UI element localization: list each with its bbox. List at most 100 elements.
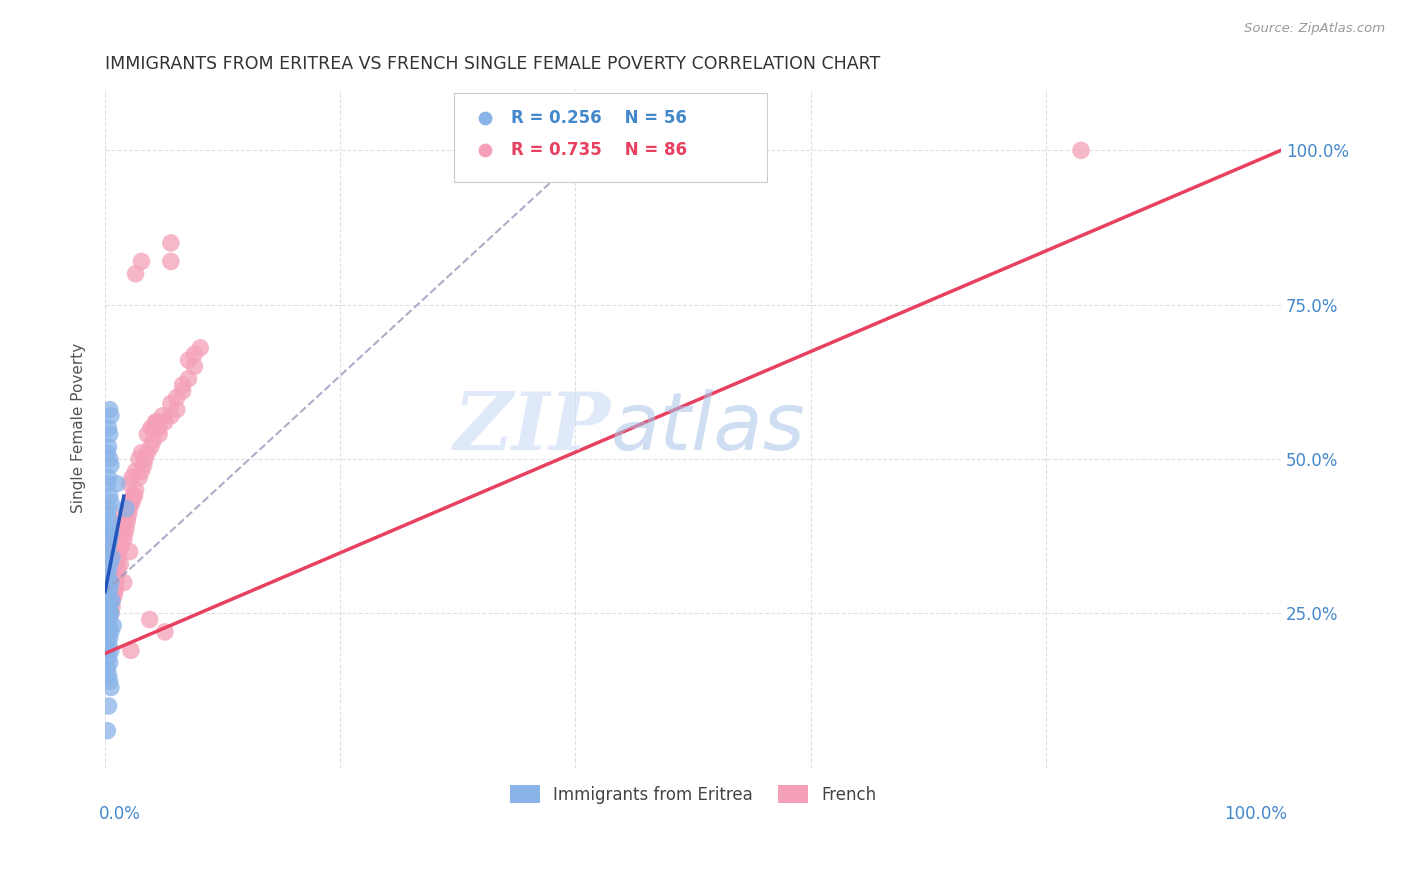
Point	[101, 582, 124, 596]
Point	[98, 582, 121, 596]
Point	[100, 575, 122, 590]
Point	[97, 637, 120, 651]
Point	[100, 624, 122, 639]
Point	[101, 594, 124, 608]
Point	[131, 446, 153, 460]
Point	[118, 476, 141, 491]
Point	[121, 470, 143, 484]
Point	[139, 421, 162, 435]
Point	[96, 508, 118, 522]
Point	[474, 199, 496, 213]
Point	[108, 544, 131, 558]
Point	[96, 526, 118, 541]
Point	[166, 402, 188, 417]
Point	[97, 668, 120, 682]
Point	[128, 452, 150, 467]
Point	[128, 470, 150, 484]
Point	[117, 508, 139, 522]
Point	[103, 533, 125, 547]
Point	[177, 353, 200, 368]
Text: IMMIGRANTS FROM ERITREA VS FRENCH SINGLE FEMALE POVERTY CORRELATION CHART: IMMIGRANTS FROM ERITREA VS FRENCH SINGLE…	[105, 55, 880, 73]
Point	[188, 341, 211, 355]
Point	[100, 607, 122, 621]
Text: Source: ZipAtlas.com: Source: ZipAtlas.com	[1244, 22, 1385, 36]
Point	[111, 514, 134, 528]
Point	[96, 643, 118, 657]
Text: R = 0.735    N = 86: R = 0.735 N = 86	[510, 141, 686, 159]
Point	[118, 501, 141, 516]
Point	[124, 489, 146, 503]
Point	[105, 569, 128, 583]
Point	[110, 520, 132, 534]
Point	[105, 476, 128, 491]
Point	[105, 557, 128, 571]
Point	[160, 235, 183, 250]
Point	[97, 613, 120, 627]
Y-axis label: Single Female Poverty: Single Female Poverty	[72, 343, 86, 513]
Point	[104, 582, 127, 596]
Point	[172, 378, 194, 392]
Point	[131, 464, 153, 478]
Point	[103, 538, 125, 552]
Point	[115, 520, 138, 534]
Point	[136, 427, 159, 442]
Point	[98, 489, 121, 503]
Point	[153, 624, 176, 639]
Point	[148, 427, 170, 442]
Point	[107, 563, 129, 577]
Point	[160, 254, 183, 268]
Point	[97, 588, 120, 602]
Point	[97, 520, 120, 534]
Point	[103, 582, 125, 596]
Point	[98, 618, 121, 632]
Point	[104, 563, 127, 577]
Point	[110, 538, 132, 552]
Point	[97, 575, 120, 590]
Point	[98, 533, 121, 547]
Point	[98, 557, 121, 571]
Point	[120, 643, 142, 657]
Point	[100, 458, 122, 473]
Point	[1070, 144, 1092, 158]
Point	[118, 544, 141, 558]
Point	[115, 501, 138, 516]
Point	[112, 508, 135, 522]
Point	[96, 613, 118, 627]
Point	[152, 409, 174, 423]
Point	[100, 607, 122, 621]
Point	[97, 698, 120, 713]
Point	[96, 631, 118, 645]
Point	[145, 415, 167, 429]
Point	[136, 446, 159, 460]
Point	[132, 458, 155, 473]
FancyBboxPatch shape	[454, 94, 768, 182]
Point	[100, 569, 122, 583]
Point	[177, 372, 200, 386]
Point	[474, 169, 496, 184]
Point	[97, 649, 120, 664]
Point	[98, 427, 121, 442]
Point	[121, 495, 143, 509]
Point	[634, 144, 657, 158]
Point	[98, 594, 121, 608]
Point	[97, 470, 120, 484]
Point	[101, 600, 124, 615]
Point	[183, 347, 205, 361]
Point	[98, 656, 121, 670]
Point	[122, 489, 145, 503]
Point	[145, 415, 167, 429]
Point	[117, 514, 139, 528]
Point	[98, 588, 121, 602]
Point	[100, 550, 122, 565]
Point	[97, 501, 120, 516]
Point	[114, 526, 136, 541]
Point	[97, 563, 120, 577]
Text: ZIP: ZIP	[454, 390, 610, 467]
Point	[110, 557, 132, 571]
Point	[124, 483, 146, 497]
Point	[97, 421, 120, 435]
Point	[124, 464, 146, 478]
Point	[183, 359, 205, 374]
Point	[96, 582, 118, 596]
Point	[100, 526, 122, 541]
